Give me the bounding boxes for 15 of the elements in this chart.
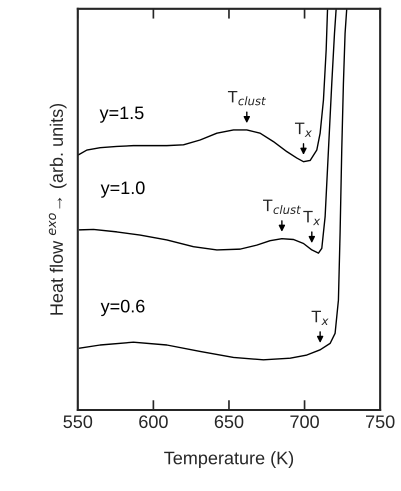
series-label: y=1.5 <box>100 106 144 123</box>
x-tick-label: 700 <box>290 415 319 428</box>
annotation: T$_{x}$ <box>303 210 320 226</box>
annotation: T$_{x}$ <box>312 310 329 325</box>
annotation: T$_{x}$ <box>294 122 312 137</box>
x-tick-label: 550 <box>63 415 92 428</box>
x-tick-label: 650 <box>214 415 244 428</box>
annotation: T$_{clust}$ <box>263 200 302 214</box>
series-label: y=1.0 <box>100 181 145 198</box>
y-axis-title: Heat flow $^{exo}$→ (arb. units) <box>48 104 67 315</box>
x-axis-title: Temperature (K) <box>164 451 294 468</box>
series-label: y=0.6 <box>100 300 144 316</box>
annotation: T$_{clust}$ <box>228 90 266 106</box>
x-tick-label: 600 <box>139 415 168 428</box>
x-tick-label: 750 <box>366 415 395 428</box>
